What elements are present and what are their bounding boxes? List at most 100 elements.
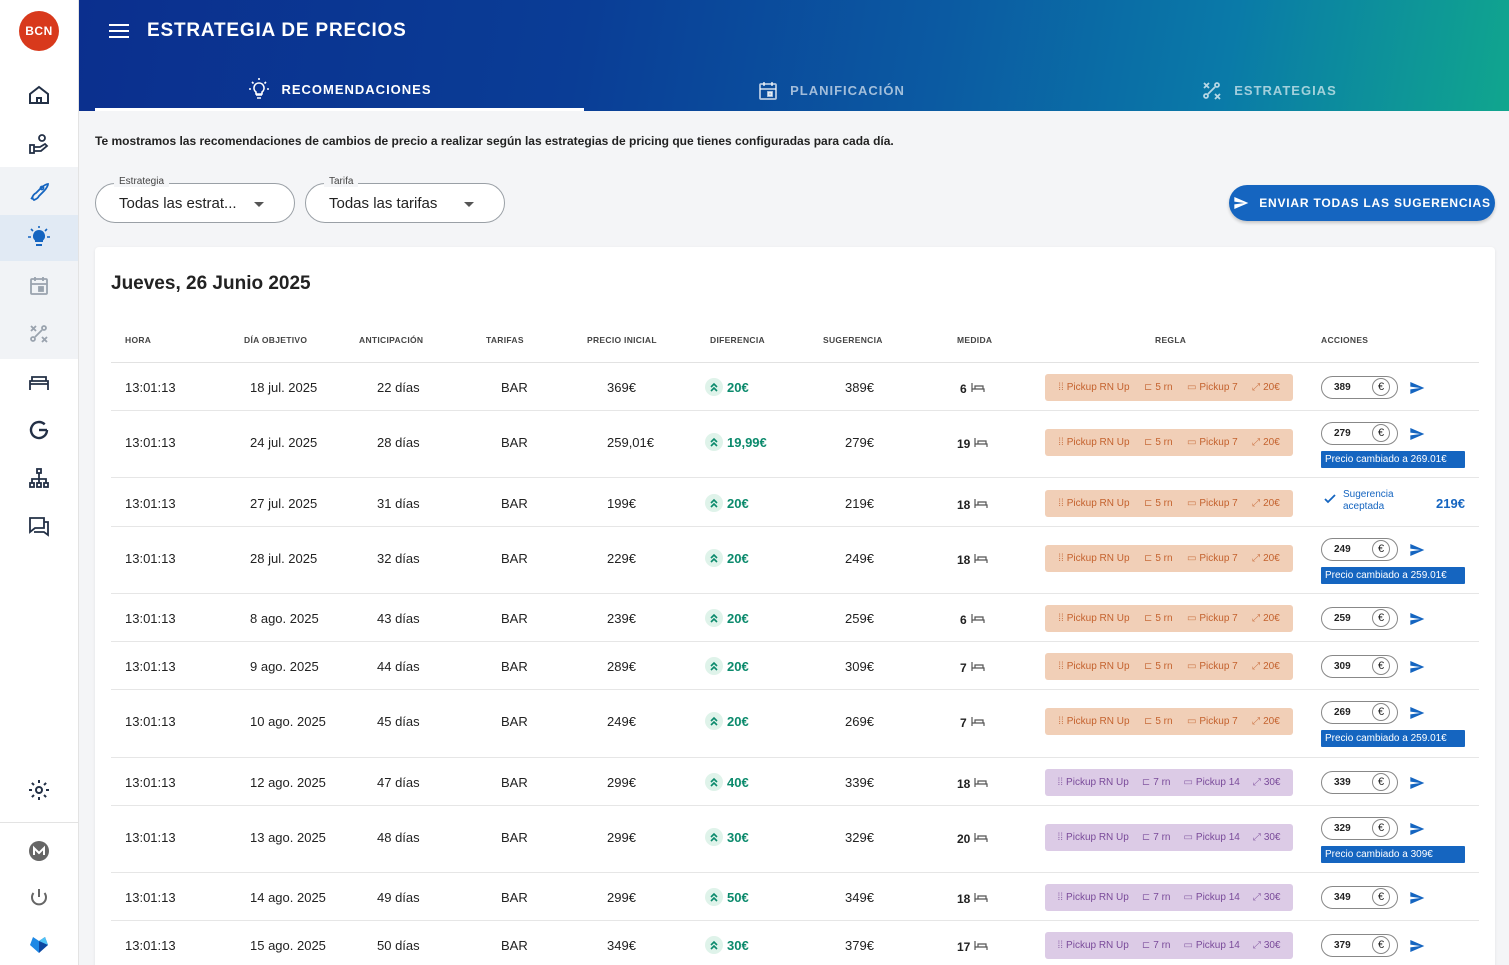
strategy-select-label: Estrategia	[114, 176, 170, 187]
column-header: DÍA OBJETIVO	[244, 335, 308, 345]
calendar-icon: ▭	[1183, 832, 1193, 843]
calendar-icon	[759, 81, 777, 100]
app-header: ESTRATEGIA DE PRECIOS RECOMENDACIONES PL…	[79, 0, 1509, 111]
table-header: HORA DÍA OBJETIVO ANTICIPACIÓN TARIFAS P…	[111, 329, 1479, 363]
tab-estrategias[interactable]: ESTRATEGIAS	[1024, 70, 1509, 111]
rocket-icon[interactable]	[0, 168, 78, 214]
euro-icon: €	[1372, 540, 1390, 558]
send-suggestion-button[interactable]	[1409, 938, 1425, 954]
recommendations-card: Jueves, 26 Junio 2025 HORA DÍA OBJETIVO …	[95, 247, 1495, 965]
calendar-icon[interactable]	[0, 263, 78, 309]
price-input[interactable]: 349 €	[1321, 886, 1398, 909]
rate-cell: BAR	[501, 775, 528, 790]
price-input-value: 249	[1334, 544, 1351, 555]
price-input[interactable]: 279 €	[1321, 422, 1398, 445]
target-day-cell: 24 jul. 2025	[250, 435, 318, 450]
google-icon[interactable]	[0, 407, 78, 453]
tab-planificacion[interactable]: PLANIFICACIÓN	[586, 70, 1075, 111]
hand-money-icon[interactable]	[0, 121, 78, 167]
rule-rn-text: 5 rn	[1155, 437, 1173, 448]
price-changed-badge: Precio cambiado a 259.01€	[1321, 730, 1465, 747]
suggestion-cell: 389€	[845, 380, 874, 395]
price-input[interactable]: 329 €	[1321, 817, 1398, 840]
send-suggestion-button[interactable]	[1409, 380, 1425, 396]
strategy-select-value: Todas las estrat...	[119, 195, 237, 212]
gear-icon[interactable]	[0, 767, 78, 813]
rocket-icon: ⤢	[1252, 892, 1261, 903]
initial-price-cell: 289€	[607, 659, 636, 674]
rule-rn: ⊏ 7 rn	[1142, 892, 1171, 903]
price-input[interactable]: 269 €	[1321, 701, 1398, 724]
rate-select[interactable]: Tarifa Todas las tarifas	[305, 176, 505, 223]
table-row: 13:01:13 27 jul. 2025 31 días BAR 199€ 20€ 219…	[111, 478, 1479, 527]
send-suggestion-button[interactable]	[1409, 775, 1425, 791]
price-input[interactable]: 339 €	[1321, 771, 1398, 794]
anticipation-cell: 22 días	[377, 380, 420, 395]
hora-cell: 13:01:13	[125, 496, 176, 511]
m-logo-icon[interactable]	[0, 828, 78, 874]
rule-name-text: Pickup RN Up	[1066, 940, 1129, 951]
bed-icon	[974, 939, 988, 954]
column-header: MEDIDA	[957, 335, 993, 345]
send-suggestion-button[interactable]	[1409, 890, 1425, 906]
rule-pickup: ▭ Pickup 7	[1187, 382, 1238, 393]
send-suggestion-button[interactable]	[1409, 659, 1425, 675]
measure-value: 6	[960, 612, 967, 627]
rule-pickup: ▭ Pickup 7	[1187, 437, 1238, 448]
suggestion-cell: 329€	[845, 830, 874, 845]
rule-rn: ⊏ 7 rn	[1142, 832, 1171, 843]
measure-cell: 6	[960, 381, 985, 396]
rate-cell: BAR	[501, 938, 528, 953]
table-row: 13:01:13 9 ago. 2025 44 días BAR 289€ 20€ 309 €…	[111, 642, 1479, 690]
strategy-icon[interactable]	[0, 311, 78, 357]
price-input[interactable]: 389 €	[1321, 376, 1398, 399]
rule-pickup: ▭ Pickup 14	[1183, 892, 1239, 903]
measure-value: 18	[957, 497, 971, 512]
price-input[interactable]: 379 €	[1321, 934, 1398, 957]
table-row: 13:01:13 13 ago. 2025 48 días BAR 299€ 30€ 329…	[111, 806, 1479, 873]
avatar[interactable]: BCN	[19, 11, 59, 51]
chat-icon[interactable]	[0, 503, 78, 549]
send-suggestion-button[interactable]	[1409, 426, 1425, 442]
bed-icon[interactable]	[0, 359, 78, 405]
difference-cell: 50€	[705, 888, 749, 906]
send-suggestion-button[interactable]	[1409, 611, 1425, 627]
tab-label: PLANIFICACIÓN	[790, 83, 905, 98]
sidebar-divider	[0, 822, 78, 823]
grid-icon: ⁞⁞	[1058, 661, 1064, 672]
sitemap-icon[interactable]	[0, 455, 78, 501]
rule-amount: ⤢ 20€	[1252, 716, 1280, 727]
rule-rn: ⊏ 5 rn	[1144, 661, 1173, 672]
send-suggestion-button[interactable]	[1409, 542, 1425, 558]
measure-cell: 18	[957, 552, 988, 567]
send-all-suggestions-button[interactable]: ENVIAR TODAS LAS SUGERENCIAS	[1229, 185, 1495, 221]
anticipation-cell: 28 días	[377, 435, 420, 450]
suggestion-cell: 379€	[845, 938, 874, 953]
grid-icon: ⁞⁞	[1057, 777, 1064, 788]
tab-recomendaciones[interactable]: RECOMENDACIONES	[95, 70, 584, 111]
brand-logo-icon	[0, 921, 78, 965]
lightbulb-icon[interactable]	[0, 215, 78, 261]
sidebar-pricing-group	[0, 167, 78, 359]
bed-icon	[971, 660, 985, 675]
price-input[interactable]: 249 €	[1321, 538, 1398, 561]
lightbulb-icon	[249, 78, 270, 99]
price-input[interactable]: 309 €	[1321, 655, 1398, 678]
menu-icon[interactable]	[109, 22, 129, 40]
anticipation-cell: 31 días	[377, 496, 420, 511]
hora-cell: 13:01:13	[125, 830, 176, 845]
rocket-icon: ⤢	[1252, 661, 1261, 672]
rule-amount: ⤢ 20€	[1252, 437, 1280, 448]
send-suggestion-button[interactable]	[1409, 821, 1425, 837]
home-icon[interactable]	[0, 72, 78, 118]
difference-value: 30€	[727, 937, 749, 953]
price-input[interactable]: 259 €	[1321, 607, 1398, 630]
power-icon[interactable]	[0, 875, 78, 921]
hora-cell: 13:01:13	[125, 435, 176, 450]
rule-name: ⁞⁞ Pickup RN Up	[1057, 832, 1128, 843]
strategy-select[interactable]: Estrategia Todas las estrat...	[95, 176, 295, 223]
measure-cell: 19	[957, 436, 988, 451]
difference-value: 50€	[727, 889, 749, 905]
day-title: Jueves, 26 Junio 2025	[111, 273, 311, 294]
send-suggestion-button[interactable]	[1409, 705, 1425, 721]
